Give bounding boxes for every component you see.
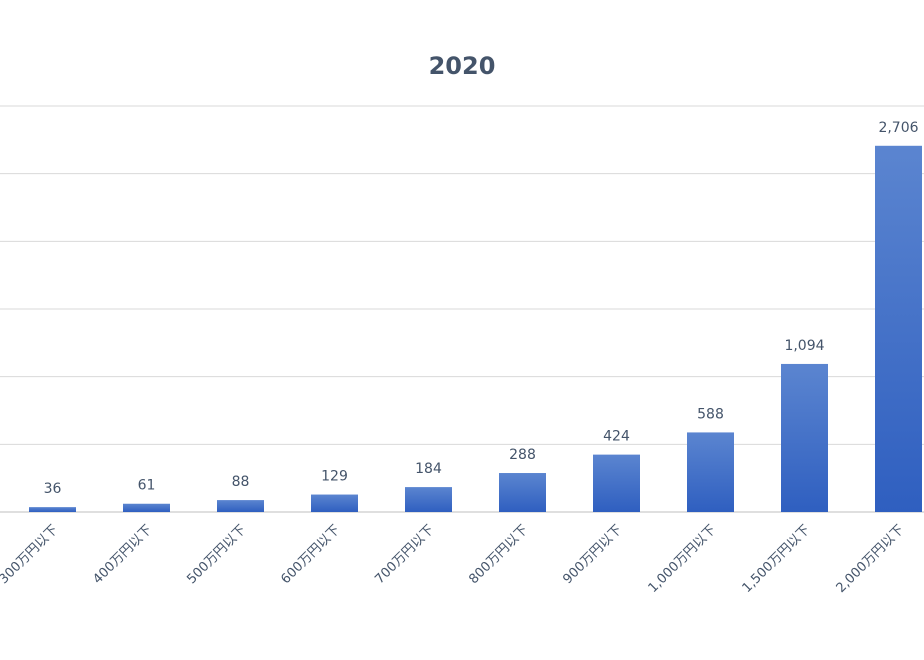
- data-label-0: 36: [44, 481, 62, 497]
- x-tick-label-6: 900万円以下: [560, 522, 625, 587]
- data-label-5: 288: [509, 447, 536, 463]
- bars: [29, 145, 922, 512]
- x-tick-label-5: 800万円以下: [466, 522, 531, 587]
- bar-2: [217, 500, 264, 512]
- data-label-9: 2,706: [878, 120, 918, 136]
- bar-1: [123, 503, 170, 512]
- data-label-6: 424: [603, 429, 630, 445]
- data-label-3: 129: [321, 469, 348, 485]
- x-tick-label-8: 1,500万円以下: [740, 522, 814, 596]
- x-tick-label-2: 500万円以下: [184, 522, 249, 587]
- x-tick-label-9: 2,000万円以下: [834, 522, 908, 596]
- bar-3: [311, 494, 358, 512]
- data-labels: 36 61 88 129 184 288 424 588 1,094 2,706: [44, 120, 919, 497]
- gridlines: [0, 105, 924, 513]
- x-tick-label-3: 600万円以下: [278, 522, 343, 587]
- data-label-8: 1,094: [784, 338, 824, 354]
- x-tick-label-0: 300万円以下: [0, 522, 61, 587]
- x-tick-label-4: 700万円以下: [372, 522, 437, 587]
- data-label-2: 88: [232, 474, 250, 490]
- bar-9: [875, 145, 922, 512]
- x-tick-label-1: 400万円以下: [90, 522, 155, 587]
- bar-5: [499, 473, 546, 512]
- bar-0: [29, 507, 76, 512]
- x-tick-labels: 300万円以下 400万円以下 500万円以下 600万円以下 700万円以下 800万円…: [0, 522, 907, 596]
- bar-8: [781, 363, 828, 512]
- data-label-7: 588: [697, 406, 724, 422]
- data-label-4: 184: [415, 461, 442, 477]
- bar-4: [405, 487, 452, 512]
- chart-title: 2020: [428, 52, 496, 80]
- bar-6: [593, 454, 640, 512]
- bar-7: [687, 432, 734, 512]
- x-tick-label-7: 1,000万円以下: [646, 522, 720, 596]
- data-label-1: 61: [138, 478, 156, 494]
